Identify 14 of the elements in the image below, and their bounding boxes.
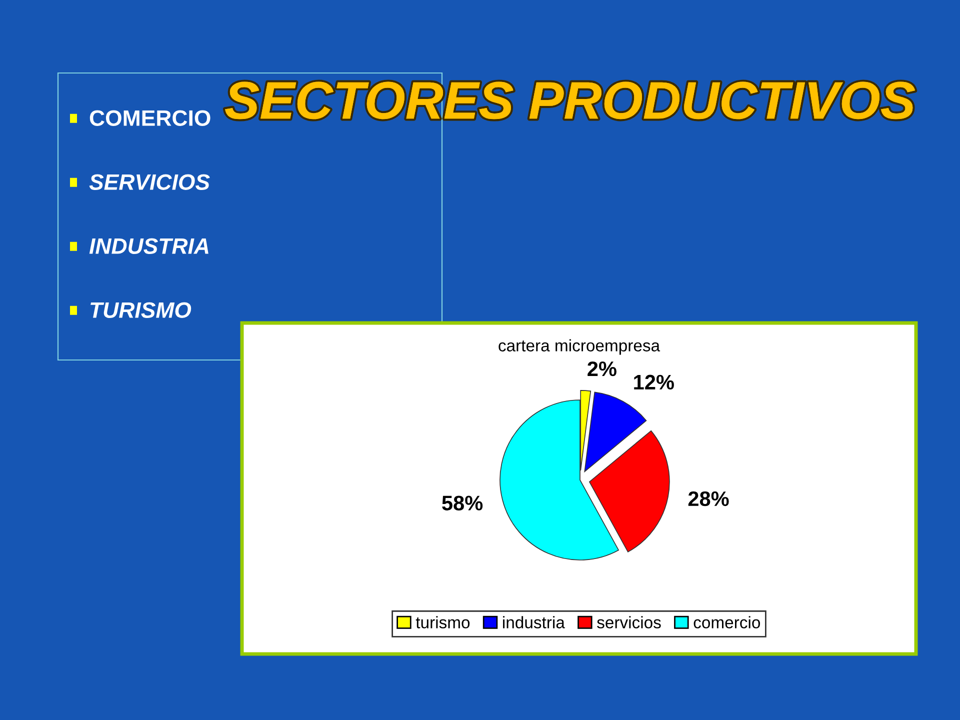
text: SERVICIOS [89,174,210,190]
legend-label: turismo [416,616,470,628]
chart-title: SECTORES PRODUCTIVOS [225,82,916,120]
text: INDUSTRIA [89,238,208,254]
data-label: 58% [442,496,483,510]
data-label: 12% [634,374,674,390]
legend-label: comercio [694,616,760,628]
text: TURISMO [90,302,192,318]
chart-subtitle: cartera microempresa [498,339,660,355]
legend-label: servicios [597,616,661,628]
legend-label: industria [503,616,565,628]
data-label: 28% [688,491,729,506]
text: COMERCIO [90,110,210,126]
data-label: 2% [588,361,616,376]
